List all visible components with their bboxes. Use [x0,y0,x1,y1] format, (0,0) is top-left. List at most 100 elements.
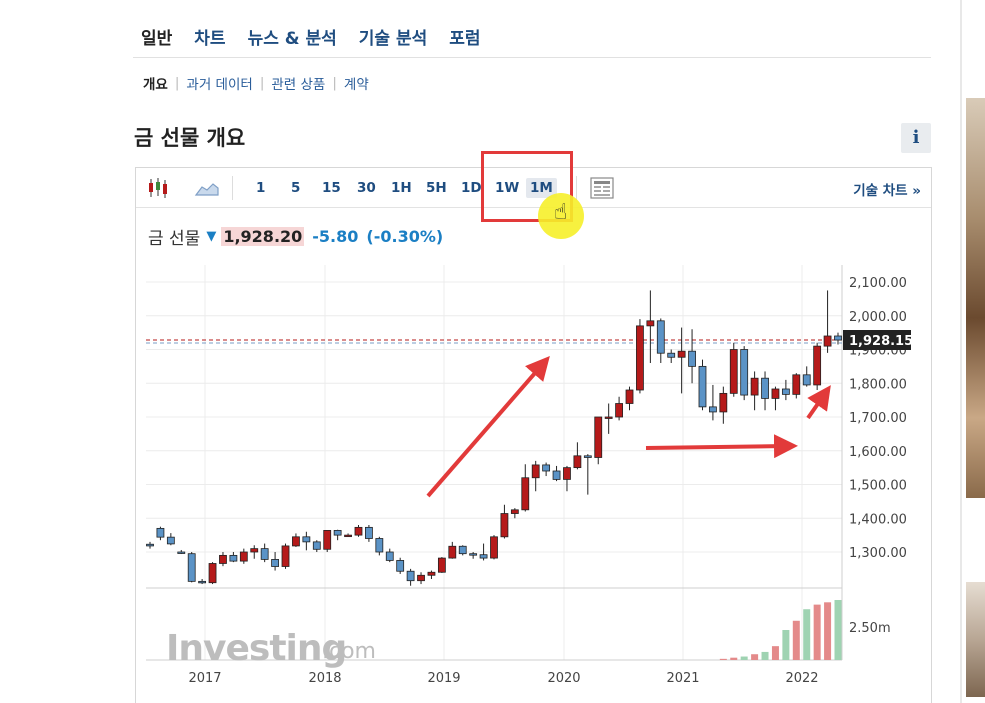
candle [469,552,478,559]
candle-body [750,377,759,396]
candle [667,349,676,363]
info-icon[interactable]: i [901,123,931,153]
candle [688,329,696,384]
candle [271,552,279,571]
annotation-arrow-small [806,385,831,420]
volume-bar [782,630,790,660]
candle-body [281,545,290,567]
hand-cursor-icon: ☝ [554,200,568,225]
current-price-badge [843,329,911,350]
candle [239,548,248,564]
volume-bar [761,651,769,660]
candle [323,530,332,552]
y-tick-label: 1,800.00 [849,377,907,392]
candle-body [271,559,279,567]
timeframe-30[interactable]: 30 [357,180,376,196]
candle [375,536,384,556]
candle [385,548,394,563]
subtab-contracts[interactable]: 계약 [343,77,369,93]
page-title: 금 선물 개요 [134,126,246,150]
candle [406,568,415,586]
toolbar-separator [232,176,233,200]
candle-body [396,560,405,572]
candle [615,396,623,421]
volume-bar [730,657,738,660]
candle [677,327,686,394]
area-chart-icon[interactable] [194,176,220,200]
price-change: -5.80 [312,227,359,246]
candle-body [521,477,530,511]
candle [396,557,405,574]
y-tick-label: 1,400.00 [849,512,907,527]
candle [437,557,446,573]
candle-body [250,548,259,553]
subtab-historical-data[interactable]: 과거 데이터 [186,77,253,93]
candle [792,373,801,399]
timeframe-5[interactable]: 5 [291,180,301,196]
candle-body [166,536,175,545]
instrument-name: 금 선물 [148,229,201,249]
candle [698,359,707,411]
volume-bar [803,609,811,660]
timeframe-15[interactable]: 15 [322,180,341,196]
candle [281,543,290,569]
candle-body [531,464,540,479]
timeframe-1m[interactable]: 1M [526,178,557,198]
candle [510,508,519,519]
tab-technical-analysis[interactable]: 기술 분석 [358,29,428,49]
side-ad-image-2[interactable] [966,582,985,697]
chart-toolbar: 1 5 15 30 1H 5H 1D 1W 1M 기술 차트 » [136,168,931,208]
candle [802,366,811,387]
x-tick-label: 2021 [666,671,699,686]
candle [563,465,571,492]
candle [604,403,613,434]
candle [229,552,238,563]
candle-body [187,553,196,582]
y-tick-label: 1,700.00 [849,411,907,426]
main-tabs: 일반 차트 뉴스 & 분석 기술 분석 포럼 [141,24,481,49]
chart-layout-icon[interactable] [589,176,615,200]
timeframe-1w[interactable]: 1W [495,180,520,196]
tab-general[interactable]: 일반 [141,29,173,49]
volume-bar [771,646,779,660]
tabs-divider [133,57,931,58]
candle-body [177,551,186,554]
timeframe-5h[interactable]: 5H [426,180,447,196]
candle-body [198,580,207,584]
y-tick-label: 1,300.00 [849,546,907,561]
candle [552,465,561,482]
candlestick-type-icon[interactable] [146,176,172,200]
tab-forum[interactable]: 포럼 [449,29,481,49]
timeframe-1[interactable]: 1 [256,180,266,196]
side-ad-image[interactable] [966,98,985,498]
volume-bar [751,654,759,660]
sub-tabs: 개요 | 과거 데이터 | 관련 상품 | 계약 [143,73,369,93]
technical-chart-link[interactable]: 기술 차트 » [853,183,921,199]
candle [761,371,769,411]
candle-body [260,548,269,560]
subtab-related-products[interactable]: 관련 상품 [271,77,326,93]
candle [146,541,154,549]
tab-chart[interactable]: 차트 [194,29,226,49]
timeframe-1d[interactable]: 1D [461,180,482,196]
subtab-overview[interactable]: 개요 [143,77,168,93]
candle-body [365,526,373,539]
tab-news-analysis[interactable]: 뉴스 & 분석 [247,29,337,49]
candle-body [448,545,457,559]
candle [333,529,342,541]
candle-body [146,543,154,547]
candle-body [333,530,342,536]
timeframe-1h[interactable]: 1H [391,180,412,196]
candle [813,342,822,390]
candle [344,533,352,538]
candle [781,379,790,401]
last-price: 1,928.20 [221,227,305,246]
candle-body [709,406,717,413]
candle [365,525,373,542]
candle-body [323,530,332,550]
candle-body [479,554,488,559]
y-tick-label: 1,600.00 [849,445,907,460]
candle [292,533,300,547]
candle-body [667,352,676,358]
